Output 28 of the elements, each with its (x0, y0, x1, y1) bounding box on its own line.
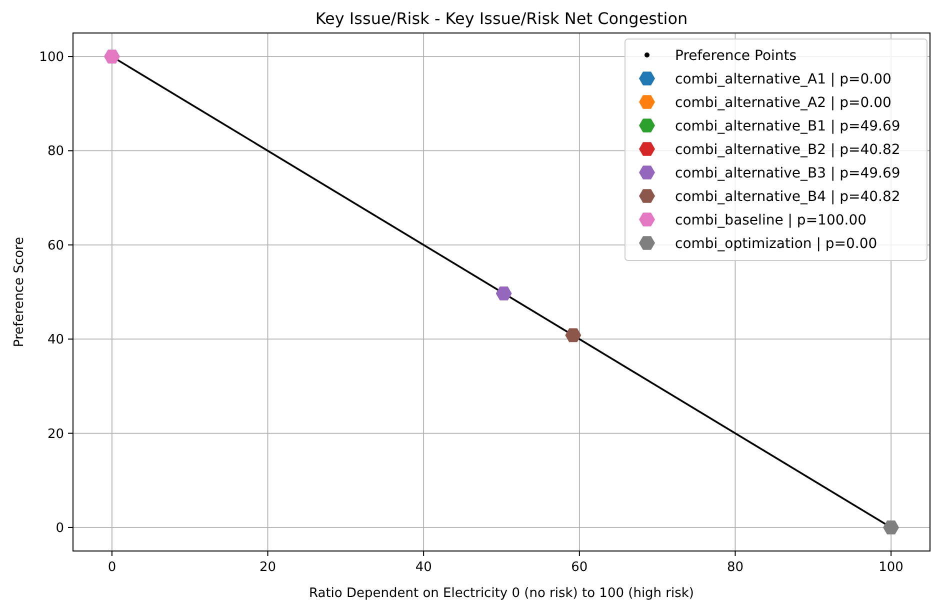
x-tick-label: 40 (415, 560, 432, 575)
y-tick-label: 100 (39, 50, 64, 66)
x-tick-label: 80 (726, 560, 744, 575)
legend-label: combi_alternative_A2 | p=0.00 (675, 95, 892, 111)
y-tick-label: 20 (47, 426, 64, 442)
point (883, 520, 900, 534)
chart-title: Key Issue/Risk - Key Issue/Risk Net Congestion (315, 9, 688, 28)
x-tick-label: 60 (571, 560, 588, 575)
legend-label: combi_alternative_B3 | p=49.69 (675, 166, 900, 182)
legend-label: combi_alternative_B2 | p=40.82 (675, 142, 900, 158)
y-tick-label: 40 (47, 332, 64, 348)
x-axis-title: Ratio Dependent on Electricity 0 (no risk) to 100 (high risk) (308, 586, 694, 601)
legend-label: Preference Points (675, 48, 797, 64)
legend-label: combi_baseline | p=100.00 (675, 212, 867, 228)
legend-label: combi_alternative_A1 | p=0.00 (675, 72, 892, 88)
y-tick-label: 60 (47, 238, 64, 254)
point (565, 328, 582, 342)
y-tick-label: 80 (47, 144, 64, 160)
legend-label: combi_alternative_B1 | p=49.69 (675, 118, 900, 134)
x-tick-label: 100 (878, 560, 904, 575)
point (104, 50, 120, 64)
legend-label: combi_alternative_B4 | p=40.82 (675, 189, 900, 205)
x-tick-label: 0 (108, 560, 116, 575)
y-axis-title: Preference Score (12, 236, 27, 348)
point (496, 286, 512, 300)
legend-label: combi_optimization | p=0.00 (675, 236, 878, 252)
y-tick-label: 0 (56, 520, 64, 536)
x-tick-label: 20 (260, 560, 276, 575)
